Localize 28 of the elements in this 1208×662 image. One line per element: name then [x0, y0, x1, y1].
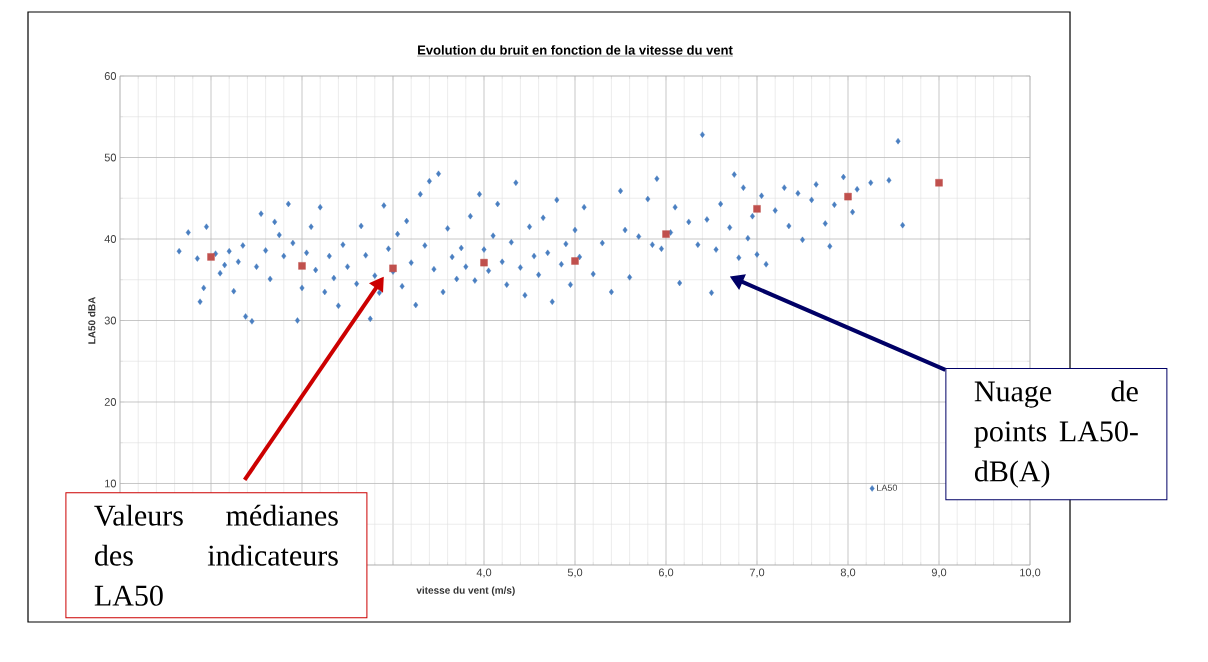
legend-label: LA50 [877, 484, 898, 491]
annotation: Nuage de points LA50-dB(A) [974, 380, 1138, 488]
annotation: Valeurs médianes des indicateurs LA50 [94, 504, 338, 606]
x-tick-label: 4,0 [476, 568, 492, 578]
point [935, 179, 943, 187]
y-axis-title: LA50 dBA [88, 296, 96, 344]
point [844, 192, 852, 201]
chart-title: Evolution du bruit en fonction de la vitesse du vent [418, 45, 733, 55]
y-tick-label: 20 [104, 398, 117, 406]
point [480, 258, 488, 267]
point [207, 253, 215, 261]
point [662, 230, 670, 238]
x-tick-label: 7,0 [749, 568, 765, 578]
y-tick-label: 40 [104, 235, 117, 243]
x-tick-label: 9,0 [931, 568, 947, 578]
x-tick-label: 10,0 [1020, 568, 1041, 578]
point [571, 257, 579, 265]
point [753, 205, 761, 213]
x-axis-title: vitesse du vent (m/s) [416, 586, 515, 596]
y-tick-label: 50 [104, 153, 117, 162]
y-tick-label: 10 [105, 479, 117, 488]
x-tick-label: 6,0 [658, 568, 674, 578]
point [389, 264, 397, 273]
x-tick-label: 8,0 [840, 568, 856, 578]
point [298, 262, 306, 270]
y-tick-label: 60 [104, 72, 117, 80]
y-tick-label: 30 [104, 316, 117, 325]
x-tick-label: 5,0 [567, 568, 583, 578]
